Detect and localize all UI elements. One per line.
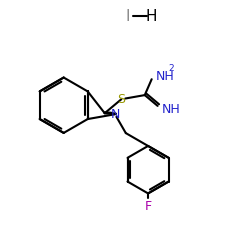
Text: H: H: [146, 9, 158, 24]
Text: NH: NH: [162, 102, 180, 116]
Text: NH: NH: [156, 70, 174, 83]
Text: N: N: [111, 108, 120, 121]
Text: 2: 2: [168, 64, 174, 73]
Text: S: S: [118, 93, 126, 106]
Text: I: I: [126, 9, 130, 24]
Text: F: F: [144, 200, 152, 213]
